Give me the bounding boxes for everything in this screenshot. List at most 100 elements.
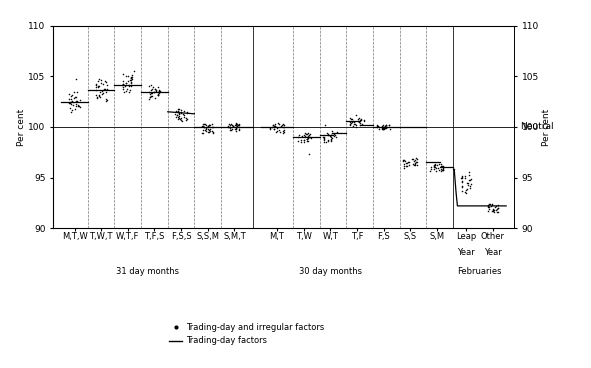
Point <box>379 126 389 132</box>
Point <box>144 96 154 102</box>
Point <box>303 133 313 139</box>
Y-axis label: Per cent: Per cent <box>542 108 551 146</box>
Point <box>408 162 418 167</box>
Point <box>149 89 158 95</box>
Point <box>483 202 492 208</box>
Point <box>126 75 135 81</box>
Point <box>208 124 217 130</box>
Point <box>102 82 112 88</box>
Point <box>269 126 278 132</box>
Point <box>463 186 472 192</box>
Point <box>271 121 280 127</box>
Point <box>294 134 303 140</box>
Point <box>234 124 243 130</box>
Point <box>176 107 186 113</box>
Point <box>457 188 466 194</box>
Point <box>483 203 493 209</box>
Point <box>346 120 356 126</box>
Point <box>71 103 80 109</box>
Point <box>96 89 105 95</box>
Point <box>489 207 498 213</box>
Point <box>320 122 330 128</box>
Point <box>204 122 213 128</box>
Point <box>235 126 244 132</box>
Point <box>296 137 306 143</box>
Point <box>381 125 390 131</box>
Point <box>100 85 109 91</box>
Point <box>147 89 156 95</box>
Point <box>330 133 339 139</box>
Point <box>269 126 279 132</box>
Point <box>431 169 441 174</box>
Point <box>462 190 471 196</box>
Point <box>377 125 387 131</box>
Point <box>207 124 217 130</box>
Point <box>102 89 111 95</box>
Point <box>71 98 80 103</box>
Point <box>124 78 133 84</box>
Point <box>66 99 76 105</box>
Point <box>483 204 492 210</box>
Point <box>198 130 207 136</box>
Point <box>91 86 100 92</box>
Point <box>490 209 499 215</box>
Point <box>347 119 356 125</box>
Point <box>457 174 466 180</box>
Point <box>279 122 288 128</box>
Point <box>174 110 184 116</box>
Point <box>439 163 448 169</box>
Point <box>118 81 128 87</box>
Point <box>97 77 106 83</box>
Point <box>301 130 310 136</box>
Point <box>278 130 288 136</box>
Point <box>174 106 184 112</box>
Point <box>125 86 135 92</box>
Point <box>102 85 111 91</box>
Point <box>173 116 183 122</box>
Point <box>224 124 233 130</box>
Point <box>71 77 80 82</box>
Point <box>68 99 77 105</box>
Point <box>173 114 183 120</box>
Point <box>179 112 189 118</box>
Point <box>332 134 341 140</box>
Point <box>178 118 187 124</box>
Point <box>66 99 75 105</box>
Point <box>67 107 77 113</box>
Point <box>200 121 209 127</box>
Point <box>306 131 315 137</box>
Point <box>327 130 337 136</box>
Y-axis label: Per cent: Per cent <box>17 108 25 146</box>
Point <box>464 180 473 185</box>
Point <box>319 137 328 143</box>
Point <box>171 108 180 114</box>
Point <box>178 111 188 117</box>
Point <box>94 78 103 84</box>
Point <box>320 135 329 141</box>
Point <box>439 167 448 173</box>
Point <box>150 95 160 100</box>
Point <box>76 97 85 103</box>
Point <box>272 125 282 131</box>
Point <box>145 93 155 99</box>
Point <box>230 126 240 132</box>
Point <box>319 134 328 140</box>
Point <box>277 122 287 128</box>
Point <box>457 178 467 184</box>
Point <box>154 91 163 96</box>
Point <box>93 84 103 89</box>
Point <box>153 92 163 98</box>
Point <box>491 207 501 213</box>
Point <box>129 68 138 74</box>
Point <box>465 177 475 183</box>
Point <box>199 123 208 129</box>
Point <box>205 122 215 128</box>
Point <box>278 124 287 130</box>
Point <box>100 78 109 84</box>
Point <box>277 123 286 129</box>
Point <box>149 85 158 91</box>
Point <box>231 122 241 128</box>
Point <box>493 205 503 211</box>
Point <box>94 92 103 98</box>
Point <box>101 79 111 85</box>
